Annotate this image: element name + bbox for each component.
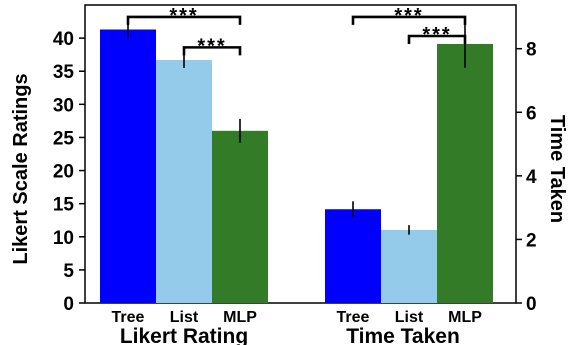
left-tick-label: 10 xyxy=(53,228,74,249)
left-tick-label: 25 xyxy=(53,128,75,149)
group-label: Time Taken xyxy=(346,325,460,345)
bar-time-taken-mlp xyxy=(437,43,493,304)
group-labels: Likert Rating Time Taken xyxy=(120,325,460,345)
bar-likert-rating-list xyxy=(156,59,212,303)
left-tick-label: 5 xyxy=(63,261,74,282)
significance-label: *** xyxy=(169,5,198,27)
bar-time-taken-list xyxy=(381,229,437,303)
left-axis-ticks: 0 5 10 15 20 25 30 35 40 xyxy=(53,29,85,315)
category-label: MLP xyxy=(448,309,482,326)
category-label: Tree xyxy=(112,309,145,326)
bar-likert-rating-mlp xyxy=(212,130,268,303)
plot-frame xyxy=(84,4,517,304)
left-tick-label: 0 xyxy=(63,294,74,315)
significance-bracket xyxy=(182,46,242,56)
plot-border xyxy=(84,4,517,304)
bars xyxy=(100,29,493,304)
left-tick-label: 30 xyxy=(53,95,74,116)
bar-time-taken-tree xyxy=(325,209,381,303)
right-tick-label: 2 xyxy=(526,230,537,251)
right-axis-ticks: 0 2 4 6 8 xyxy=(516,40,537,315)
right-tick-label: 0 xyxy=(526,294,537,315)
right-tick-label: 4 xyxy=(526,167,537,188)
significance-brackets: ************ xyxy=(126,5,467,57)
right-tick-label: 8 xyxy=(526,40,537,61)
significance-bracket xyxy=(126,15,242,25)
significance-label: *** xyxy=(394,5,423,27)
left-tick-label: 35 xyxy=(53,62,75,83)
category-label: MLP xyxy=(223,309,257,326)
category-label: List xyxy=(395,309,424,326)
significance-bracket xyxy=(407,34,467,44)
category-label: Tree xyxy=(337,309,370,326)
bar-likert-rating-tree xyxy=(100,29,156,303)
group-label: Likert Rating xyxy=(120,325,248,345)
right-axis-title: Time Taken xyxy=(546,115,568,223)
right-tick-label: 6 xyxy=(526,103,537,124)
significance-bracket xyxy=(351,15,467,25)
left-tick-label: 20 xyxy=(53,162,74,183)
significance-label: *** xyxy=(197,35,226,57)
significance-label: *** xyxy=(422,24,451,46)
left-tick-label: 15 xyxy=(53,195,75,216)
left-axis-title: Likert Scale Ratings xyxy=(10,73,32,264)
left-tick-label: 40 xyxy=(53,29,74,50)
category-label: List xyxy=(170,309,199,326)
category-labels: Tree List MLP Tree List MLP xyxy=(112,309,483,326)
